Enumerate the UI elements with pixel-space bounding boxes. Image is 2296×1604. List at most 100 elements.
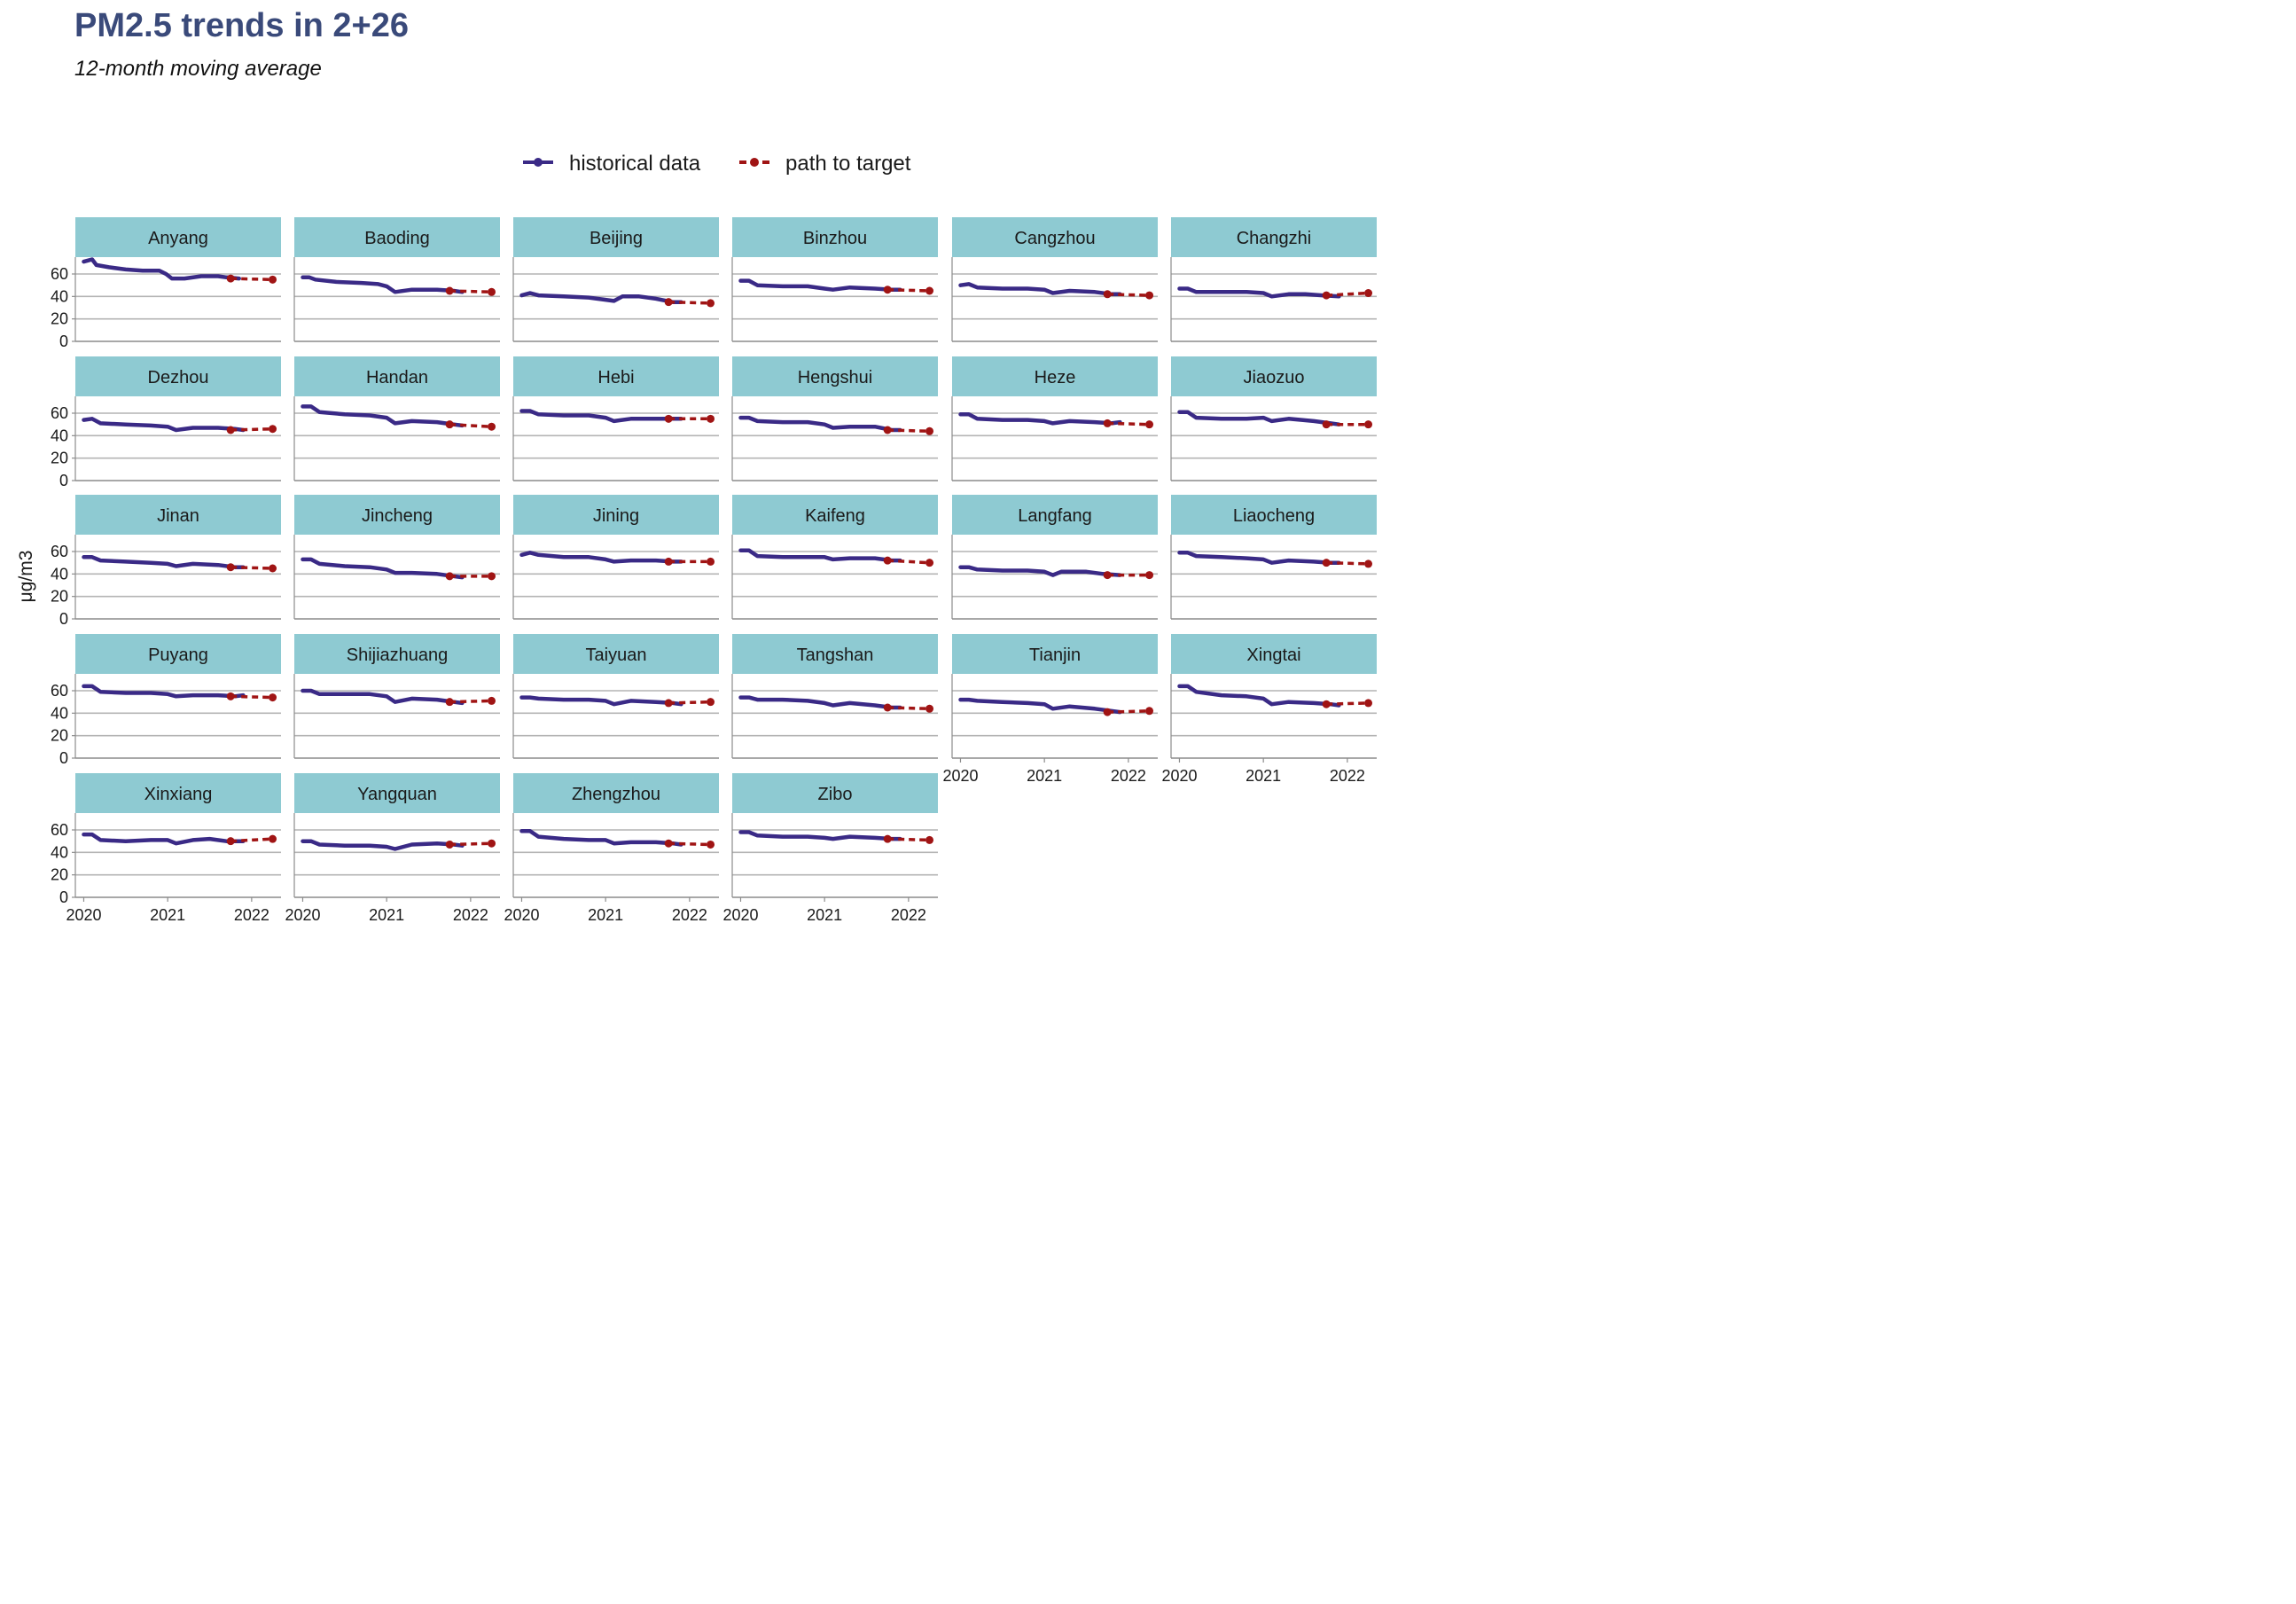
target-point (1364, 559, 1373, 568)
panel-background (513, 674, 719, 758)
target-point (226, 837, 235, 846)
panel-langfang: Langfang (951, 495, 1158, 620)
y-tick-label: 40 (51, 426, 68, 444)
historical-line (519, 829, 683, 847)
panel-title: Jinan (157, 506, 199, 526)
target-point (445, 572, 454, 581)
target-path-line (887, 559, 930, 565)
panel-strip (1171, 356, 1377, 396)
x-tick-label: 2021 (588, 906, 623, 924)
historical-line (301, 404, 465, 428)
target-point (1322, 420, 1331, 429)
panel-hebi: Hebi (512, 356, 719, 481)
y-tick-label: 60 (51, 543, 68, 560)
panel-handan: Handan (293, 356, 500, 481)
panel-background (513, 535, 719, 619)
panel-strip (513, 217, 719, 257)
panel-beijing: Beijing (512, 217, 719, 342)
historical-line (82, 832, 246, 846)
legend-target-label: path to target (785, 152, 911, 176)
target-point (883, 426, 892, 434)
target-point (1322, 559, 1331, 567)
target-point (1145, 291, 1154, 300)
target-point (226, 563, 235, 572)
panel-tangshan: Tangshan (731, 634, 938, 759)
y-tick-label: 20 (51, 450, 68, 467)
y-tick-label: 0 (59, 472, 68, 489)
y-tick-label: 60 (51, 404, 68, 422)
historical-line (82, 257, 241, 281)
target-point (226, 274, 235, 283)
panel-title: Handan (366, 368, 428, 387)
target-point (707, 698, 715, 707)
historical-line (301, 688, 465, 706)
panel-background (75, 813, 281, 897)
x-tick-label: 2020 (504, 906, 539, 924)
y-tick-label: 40 (51, 843, 68, 861)
historical-line (738, 830, 902, 841)
panel-background (952, 396, 1158, 481)
panel-dezhou: Dezhou 0 20 40 60 (51, 356, 281, 489)
panel-kaifeng: Kaifeng (731, 495, 938, 620)
panel-cangzhou: Cangzhou (951, 217, 1158, 342)
chart-title: PM2.5 trends in 2+26 (74, 7, 409, 44)
target-path-line (887, 428, 930, 434)
historical-line (738, 278, 902, 292)
y-tick-label: 40 (51, 287, 68, 305)
panel-background (75, 257, 281, 341)
legend: historical data path to target (523, 152, 911, 176)
panel-strip (294, 356, 500, 396)
panel-strip (952, 495, 1158, 535)
target-path-line (1107, 709, 1150, 714)
panel-strip (513, 773, 719, 813)
panel-title: Anyang (148, 229, 208, 248)
panel-puyang: Puyang 0 20 40 60 (51, 634, 281, 767)
panel-strip (732, 773, 938, 813)
target-point (445, 286, 454, 295)
target-point (707, 840, 715, 849)
target-point (445, 420, 454, 429)
panel-anyang: Anyang 0 20 40 60 (51, 217, 281, 350)
panel-strip (952, 356, 1158, 396)
y-tick-label: 60 (51, 821, 68, 839)
panel-strip (1171, 634, 1377, 674)
historical-line (958, 282, 1122, 297)
target-point (707, 557, 715, 566)
panel-jiaozuo: Jiaozuo (1170, 356, 1377, 481)
panel-strip (732, 634, 938, 674)
target-point (1364, 420, 1373, 429)
panel-changzhi: Changzhi (1170, 217, 1377, 342)
historical-line (738, 695, 902, 710)
chart-subtitle: 12-month moving average (74, 57, 322, 81)
target-point (707, 299, 715, 308)
panel-title: Langfang (1018, 506, 1091, 526)
target-point (1145, 571, 1154, 580)
legend-historical-marker (534, 158, 543, 167)
panel-strip (732, 356, 938, 396)
target-point (488, 696, 496, 705)
historical-line (301, 839, 465, 851)
target-point (1322, 700, 1331, 708)
panel-title: Baoding (364, 229, 429, 248)
panel-background (952, 674, 1158, 758)
panel-jinan: Jinan 0 20 40 60 (51, 495, 281, 628)
target-point (226, 426, 235, 434)
panel-hengshui: Hengshui (731, 356, 938, 481)
panel-background (294, 396, 500, 481)
target-path-line (449, 699, 492, 704)
target-path-line (1107, 293, 1150, 297)
target-path-line (230, 426, 273, 432)
panel-heze: Heze (951, 356, 1158, 481)
target-point (445, 698, 454, 707)
historical-line (738, 415, 902, 433)
panel-strip (75, 356, 281, 396)
panel-zibo: Zibo 2020 2021 2022 (722, 773, 938, 924)
target-point (226, 692, 235, 700)
historical-line (958, 412, 1122, 426)
historical-line (738, 548, 902, 563)
y-tick-label: 40 (51, 565, 68, 583)
panel-strip (294, 773, 500, 813)
target-point (269, 834, 277, 843)
x-tick-label: 2021 (1246, 767, 1281, 785)
panel-background (294, 535, 500, 619)
